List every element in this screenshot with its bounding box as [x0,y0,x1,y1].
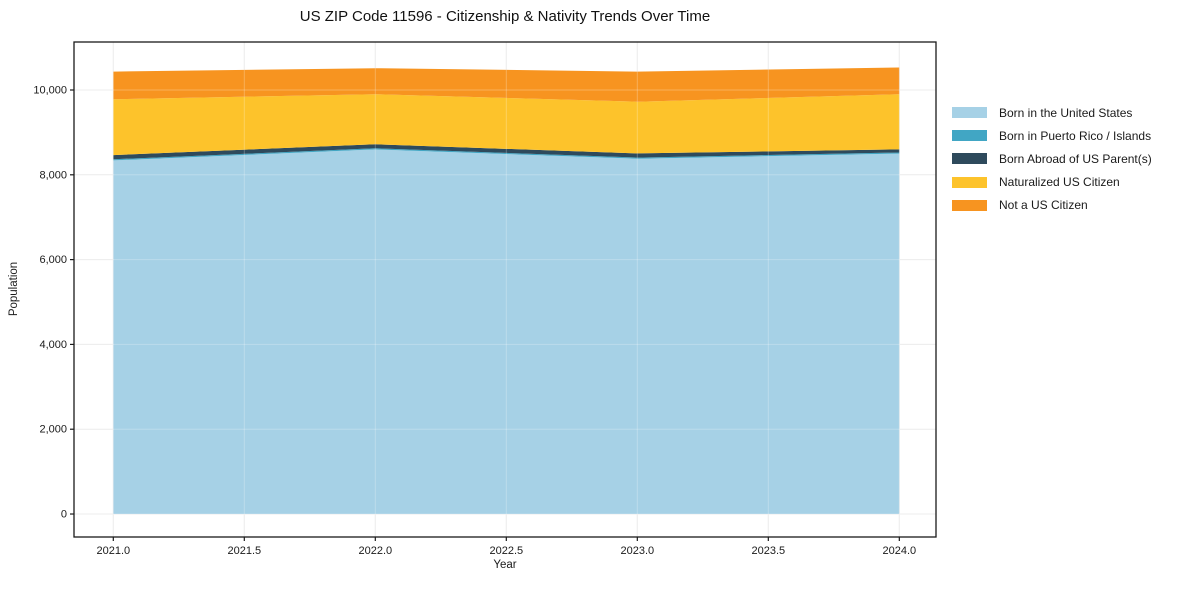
legend-swatch [952,107,987,119]
legend-swatch [952,199,987,211]
legend-item: Born in Puerto Rico / Islands [952,124,1152,147]
area-series [113,94,900,156]
legend-label: Naturalized US Citizen [999,175,1120,190]
legend-item: Born in the United States [952,101,1152,124]
x-tick-label: 2021.5 [227,545,261,557]
area-series [113,149,900,514]
x-axis-label: Year [493,559,517,571]
legend-item: Not a US Citizen [952,194,1152,217]
legend-swatch [952,176,987,188]
y-tick-label: 4,000 [39,339,67,351]
x-tick-label: 2022.5 [489,545,523,557]
legend-swatch [952,130,987,142]
y-tick-label: 6,000 [39,254,67,266]
legend-item: Naturalized US Citizen [952,171,1152,194]
legend-item: Born Abroad of US Parent(s) [952,147,1152,170]
area-series [113,148,900,161]
legend-label: Born Abroad of US Parent(s) [999,151,1152,166]
y-axis-label: Population [8,261,20,317]
legend-label: Born in the United States [999,105,1133,120]
x-tick-label: 2021.0 [96,545,130,557]
x-tick-label: 2023.5 [751,545,785,557]
chart-title: US ZIP Code 11596 - Citizenship & Nativi… [299,8,711,25]
legend-label: Born in Puerto Rico / Islands [999,128,1152,143]
plot-border [73,41,937,538]
area-series [113,144,900,160]
x-tick-label: 2022.0 [358,545,392,557]
y-tick-label: 0 [61,509,67,521]
legend-label: Not a US Citizen [999,198,1088,213]
y-tick-label: 10,000 [33,84,67,96]
legend: Born in the United States Born in Puerto… [952,101,1152,217]
legend-swatch [952,153,987,165]
x-tick-label: 2024.0 [882,545,916,557]
area-series [113,67,900,102]
y-tick-label: 2,000 [39,424,67,436]
y-tick-label: 8,000 [39,169,67,181]
x-tick-label: 2023.0 [620,545,654,557]
